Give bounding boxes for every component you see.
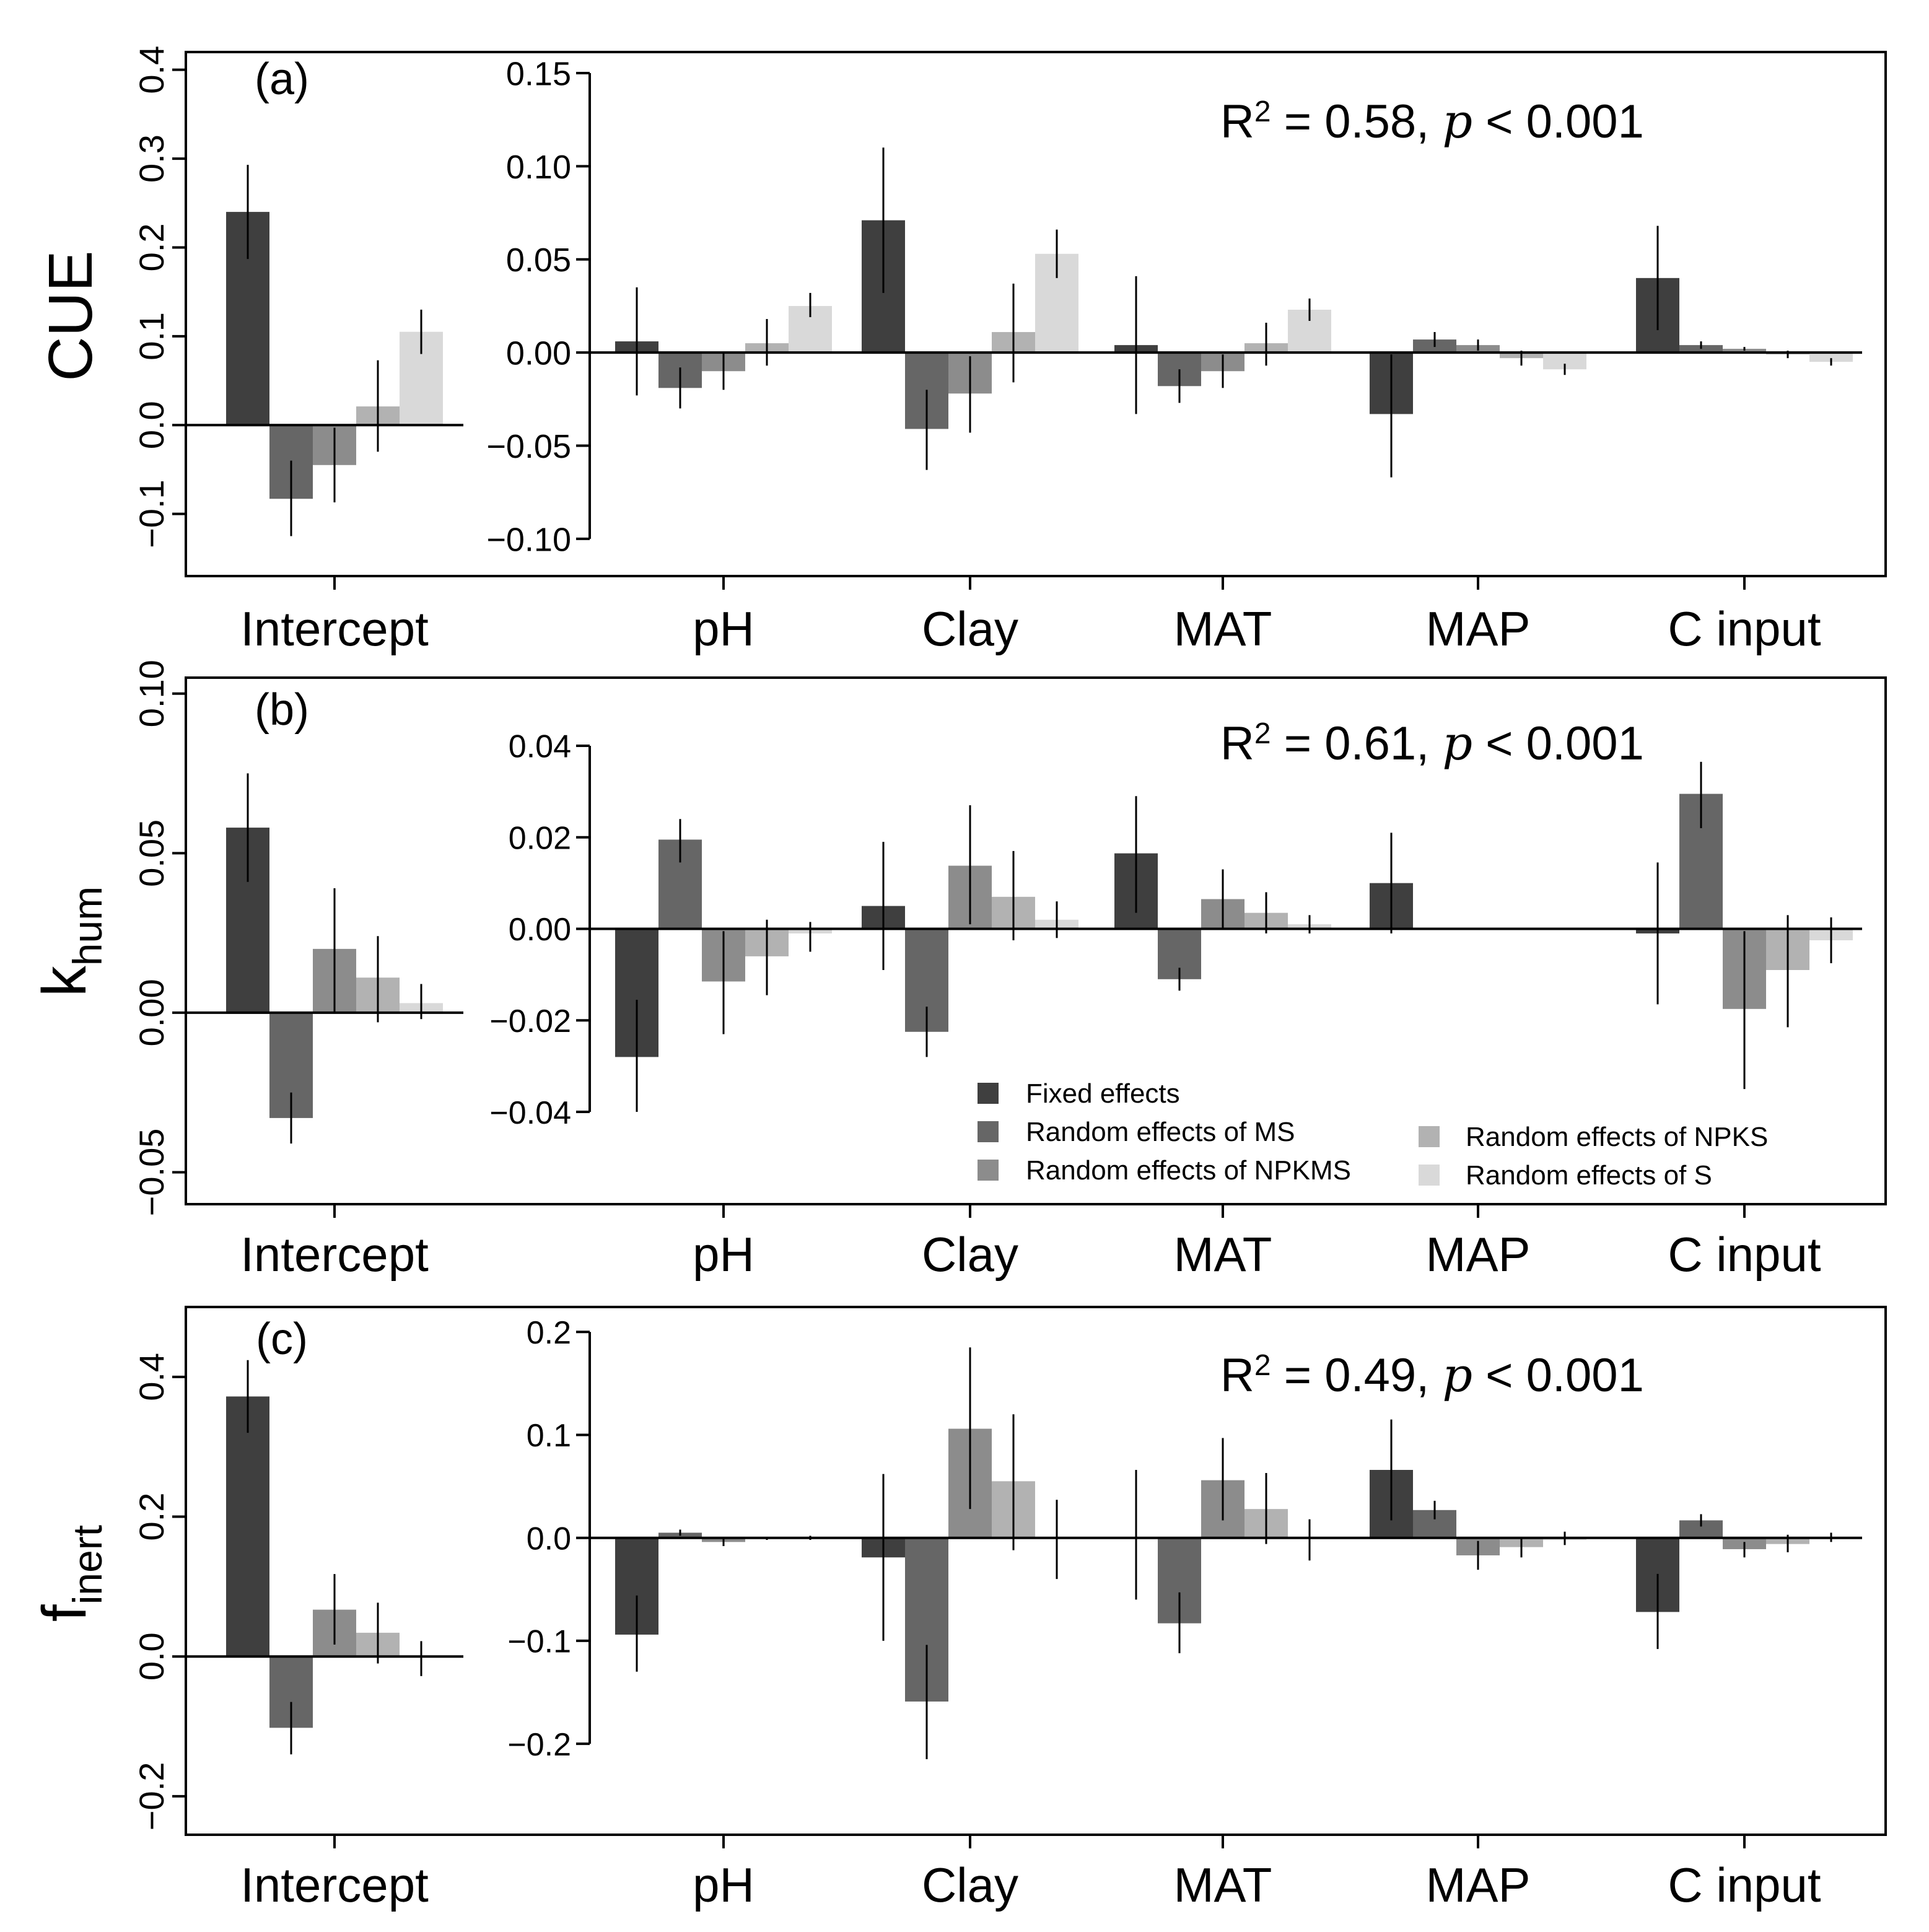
- y-tick-label-left: 0.2: [132, 1493, 171, 1541]
- y-tick-label-right: 0.04: [509, 729, 571, 765]
- y-tick-label-left: 0.0: [132, 1632, 171, 1681]
- stat-annotation: R2 = 0.58, p < 0.001: [1220, 94, 1644, 149]
- y-tick-label-right: 0.00: [509, 912, 571, 948]
- panel-label: (b): [255, 685, 309, 735]
- legend-swatch-fixed: [978, 1083, 999, 1104]
- x-category-label: Clay: [922, 1858, 1018, 1912]
- y-tick-label-left: 0.10: [132, 660, 171, 727]
- y-tick-label-right: 0.02: [509, 820, 571, 856]
- panel-frame: [185, 51, 1887, 577]
- y-tick-label-right: 0.1: [527, 1418, 571, 1454]
- panel-frame: [185, 1306, 1887, 1836]
- legend-swatch-s: [1419, 1165, 1440, 1186]
- panel-c: (c) finert R2 = 0.49, p < 0.001 −0.2 0.0 0…: [30, 1306, 1887, 1912]
- y-tick-label-right: −0.1: [507, 1624, 571, 1660]
- legend-label: Random effects of NPKS: [1466, 1122, 1768, 1152]
- panel-label: (a): [255, 55, 309, 104]
- y-axis-title: khum: [30, 886, 110, 997]
- legend: Fixed effects Random effects of MS Rando…: [978, 1078, 1768, 1191]
- legend-label: Fixed effects: [1026, 1078, 1180, 1109]
- y-tick-label-left: 0.1: [132, 312, 171, 361]
- y-tick-label-right: −0.2: [507, 1727, 571, 1763]
- bar-layer: −0.2 0.0 0.2 0.4 Intercept −0.2 −0.1 0.0 0.1 0.2 p…: [132, 1315, 1862, 1912]
- x-category-label: MAP: [1425, 1858, 1530, 1912]
- x-category-label: Clay: [922, 1227, 1018, 1282]
- y-tick-label-left: 0.0: [132, 401, 171, 449]
- bar-c-input-4: [1809, 352, 1853, 362]
- bar-intercept-0: [226, 1396, 269, 1657]
- stat-annotation: R2 = 0.49, p < 0.001: [1220, 1347, 1644, 1402]
- legend-swatch-npkms: [978, 1160, 999, 1181]
- x-category-label: C input: [1668, 601, 1821, 656]
- y-tick-label-left: 0.00: [132, 979, 171, 1046]
- y-axis-title: CUE: [36, 250, 105, 381]
- x-category-label: Intercept: [240, 1227, 429, 1282]
- y-tick-label-right: 0.15: [506, 55, 571, 92]
- bar-layer: −0.1 0.0 0.1 0.2 0.3 0.4 Intercept −0.10 −0.05 0.…: [132, 46, 1862, 656]
- legend-label: Random effects of MS: [1026, 1117, 1295, 1147]
- y-tick-label-right: 0.00: [506, 335, 571, 372]
- legend-swatch-npks: [1419, 1126, 1440, 1147]
- y-tick-label-right: −0.10: [486, 521, 571, 558]
- x-category-label: pH: [693, 1227, 755, 1282]
- y-tick-label-right: −0.04: [489, 1095, 571, 1131]
- y-tick-label-left: −0.1: [132, 479, 171, 548]
- bar-layer: −0.05 0.00 0.05 0.10 Intercept −0.04 −0.02 0.00…: [132, 660, 1862, 1282]
- legend-label: Random effects of S: [1466, 1160, 1712, 1191]
- y-tick-label-right: 0.10: [506, 149, 571, 186]
- y-tick-label-right: 0.0: [527, 1521, 571, 1557]
- x-category-label: C input: [1668, 1858, 1821, 1912]
- legend-swatch-ms: [978, 1121, 999, 1142]
- x-category-label: MAT: [1174, 1858, 1272, 1912]
- y-tick-label-left: −0.2: [132, 1762, 171, 1831]
- stat-annotation: R2 = 0.61, p < 0.001: [1220, 715, 1644, 771]
- panel-b: (b) khum R2 = 0.61, p < 0.001 −0.05 0.00 0…: [30, 660, 1887, 1282]
- x-category-label: MAP: [1425, 601, 1530, 656]
- x-category-label: C input: [1668, 1227, 1821, 1282]
- x-category-label: Intercept: [240, 601, 429, 656]
- y-tick-label-left: 0.4: [132, 1353, 171, 1401]
- panel-frame: [185, 676, 1887, 1205]
- panel-label: (c): [256, 1314, 308, 1364]
- x-category-label: Clay: [922, 601, 1018, 656]
- y-tick-label-right: −0.05: [486, 428, 571, 465]
- x-category-label: pH: [693, 601, 755, 656]
- x-category-label: MAT: [1174, 1227, 1272, 1282]
- x-category-label: MAP: [1425, 1227, 1530, 1282]
- y-tick-label-left: 0.3: [132, 134, 171, 183]
- y-tick-label-left: −0.05: [132, 1129, 171, 1217]
- y-tick-label-left: 0.4: [132, 46, 171, 94]
- y-tick-label-right: 0.05: [506, 242, 571, 279]
- y-tick-label-left: 0.05: [132, 820, 171, 887]
- y-tick-label-right: −0.02: [489, 1003, 571, 1039]
- panel-a: (a) CUE R2 = 0.58, p < 0.001 −0.10.00.10…: [36, 46, 1887, 656]
- y-tick-label-left: 0.2: [132, 224, 171, 272]
- y-axis-title: finert: [30, 1525, 110, 1622]
- x-category-label: pH: [693, 1858, 755, 1912]
- y-tick-label-right: 0.2: [527, 1315, 571, 1351]
- x-category-label: Intercept: [240, 1858, 429, 1912]
- legend-label: Random effects of NPKMS: [1026, 1155, 1351, 1186]
- x-category-label: MAT: [1174, 601, 1272, 656]
